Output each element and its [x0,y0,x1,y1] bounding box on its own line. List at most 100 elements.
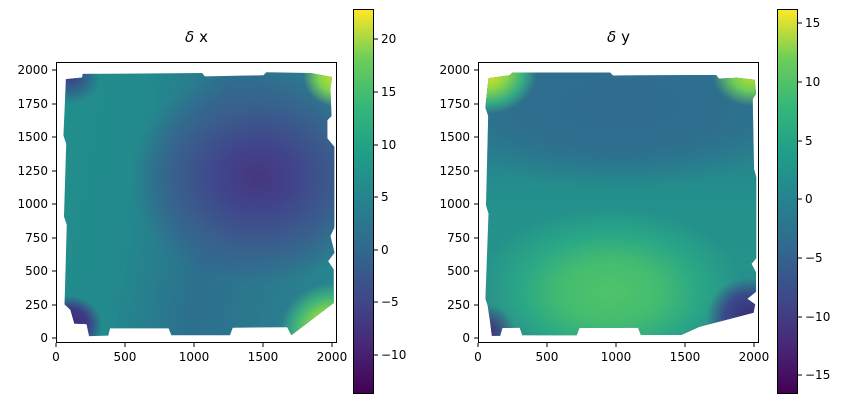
y-tick-label: 250 [25,297,48,312]
y-tick-mark [52,237,56,239]
y-tick-mark [52,136,56,138]
x-tick-mark [262,343,264,347]
y-axis-ticks-delta-y: 2000 1750 1500 1250 1000 750 500 250 0 [422,62,478,345]
x-tick-mark [331,343,333,347]
cb-tick-label: 15 [805,16,821,31]
y-tick-mark [52,304,56,306]
heatmap-delta-y [485,72,757,336]
y-tick-label: 1750 [17,96,48,111]
y-tick-mark [474,203,478,205]
title-axis-letter: y [621,28,631,46]
y-tick-mark [52,203,56,205]
y-tick-label: 2000 [17,63,48,78]
y-tick-mark [52,103,56,105]
x-tick-mark [477,343,479,347]
x-tick-label: 1500 [247,350,279,364]
y-tick-label: 2000 [439,63,470,78]
y-tick-label: 500 [25,264,48,279]
x-tick-label: 1500 [669,350,701,364]
colorbar-delta-x [353,9,374,394]
y-tick-mark [52,170,56,172]
cb-tick-mark [798,316,802,318]
x-tick-mark [124,343,126,347]
cb-tick-label: 10 [381,137,397,152]
x-tick-label: 1000 [178,350,210,364]
x-tick-mark [615,343,617,347]
x-tick-label: 0 [52,350,60,364]
x-tick-mark [684,343,686,347]
x-tick-label: 500 [113,350,137,364]
cb-tick-label: −5 [381,295,399,310]
x-tick-label: 0 [474,350,482,364]
y-tick-mark [474,103,478,105]
cb-tick-mark [798,81,802,83]
y-tick-mark [52,270,56,272]
y-tick-label: 1500 [439,130,470,145]
cb-tick-label: 5 [805,133,813,148]
title-axis-letter: x [199,28,209,46]
y-tick-mark [52,69,56,71]
cb-tick-mark [374,144,378,146]
y-tick-label: 0 [462,330,470,345]
cb-tick-mark [374,196,378,198]
cb-tick-mark [374,91,378,93]
cb-tick-label: −5 [805,250,823,265]
y-tick-label: 1250 [17,163,48,178]
x-tick-label: 1000 [600,350,632,364]
y-tick-label: 1250 [439,163,470,178]
x-tick-mark [546,343,548,347]
y-tick-label: 1000 [17,197,48,212]
colorbar-delta-y [777,9,798,394]
y-tick-mark [52,337,56,339]
axes-delta-y [478,62,759,343]
cb-tick-label: 15 [381,85,397,100]
x-tick-mark [753,343,755,347]
cb-tick-label: 0 [805,192,813,207]
cb-tick-mark [374,38,378,40]
axes-delta-x [56,62,337,343]
cb-tick-mark [798,257,802,259]
title-delta-symbol: δ [184,28,195,46]
x-tick-mark [55,343,57,347]
title-delta-symbol: δ [606,28,617,46]
cb-tick-mark [374,354,378,356]
x-axis-ticks-delta-x: 0 500 1000 1500 2000 [52,343,347,365]
x-tick-mark [193,343,195,347]
cb-tick-mark [374,249,378,251]
x-axis-ticks-delta-y: 0 500 1000 1500 2000 [474,343,769,365]
y-tick-mark [474,237,478,239]
cb-tick-mark [798,198,802,200]
y-tick-mark [474,304,478,306]
y-tick-mark [474,69,478,71]
cb-tick-mark [798,140,802,142]
y-axis-ticks-delta-x: 2000 1750 1500 1250 1000 750 500 250 0 [0,62,56,345]
cb-tick-label: −10 [805,309,831,324]
x-tick-label: 2000 [316,350,348,364]
y-tick-label: 0 [40,330,48,345]
heatmap-delta-x [63,72,335,337]
colorbar-ticks-delta-y: 15 10 5 0 −5 −10 −15 [798,9,844,394]
y-tick-label: 250 [447,297,470,312]
cb-tick-mark [798,22,802,24]
colorbar-ticks-delta-x: 20 15 10 5 0 −5 −10 [374,9,420,394]
y-tick-label: 1500 [17,130,48,145]
cb-tick-label: −15 [805,368,831,383]
cb-tick-mark [798,374,802,376]
x-tick-label: 500 [535,350,559,364]
y-tick-mark [474,170,478,172]
y-tick-mark [474,270,478,272]
x-tick-label: 2000 [738,350,770,364]
y-tick-label: 1750 [439,96,470,111]
y-tick-mark [474,337,478,339]
cb-tick-label: 10 [805,74,821,89]
y-tick-label: 750 [25,230,48,245]
y-tick-label: 500 [447,264,470,279]
cb-tick-label: 5 [381,190,389,205]
y-tick-label: 1000 [439,197,470,212]
y-tick-label: 750 [447,230,470,245]
cb-tick-label: −10 [381,348,407,363]
cb-tick-label: 0 [381,243,389,257]
